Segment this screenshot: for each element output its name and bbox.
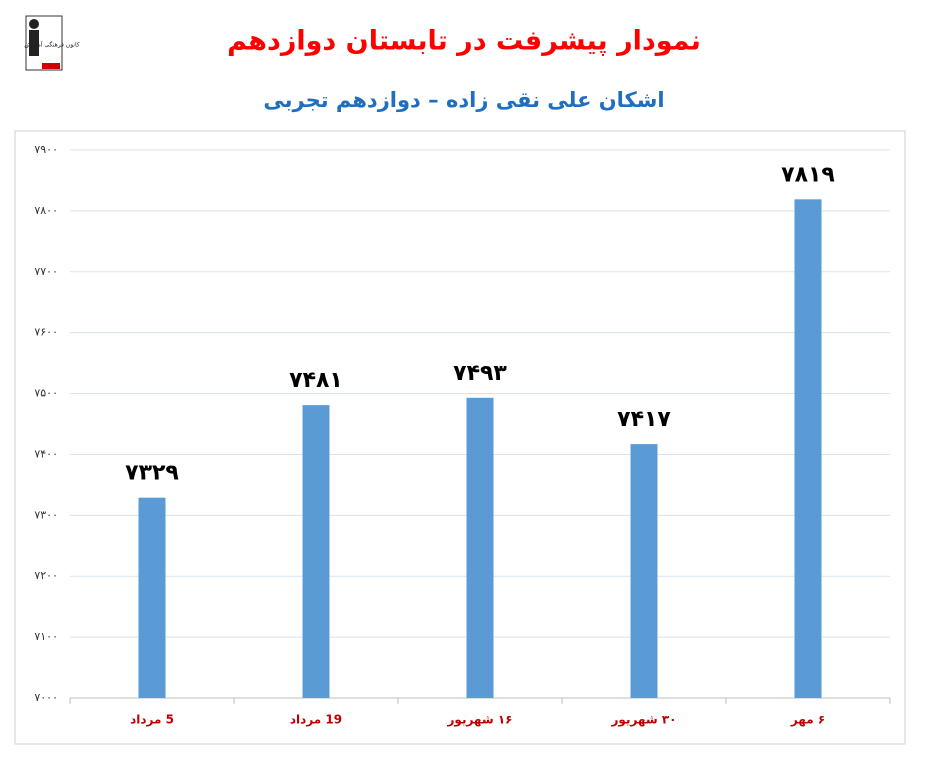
x-tick-label: ۱۶ شهریور [447, 713, 513, 728]
value-label: ۷۳۲۹ [125, 461, 179, 486]
x-tick-label: ۶ مهر [790, 713, 825, 727]
value-label: ۷۴۹۳ [453, 361, 507, 386]
y-tick-label: ۷۷۰۰ [34, 265, 58, 278]
value-label: ۷۴۸۱ [289, 368, 343, 393]
x-tick-label: 19 مرداد [290, 713, 342, 727]
y-tick-label: ۷۴۰۰ [34, 447, 58, 460]
y-tick-label: ۷۸۰۰ [34, 204, 58, 217]
bar [138, 497, 166, 698]
logo: کانون فرهنگی آموزش [24, 15, 80, 71]
chart-subtitle: اشکان علی نقی زاده – دوازدهم تجربی [263, 88, 664, 112]
bar [302, 405, 330, 698]
y-tick-label: ۷۲۰۰ [34, 569, 58, 582]
value-label: ۷۴۱۷ [617, 407, 671, 432]
y-tick-label: ۷۱۰۰ [34, 630, 58, 643]
bar [630, 444, 658, 698]
y-tick-label: ۷۶۰۰ [34, 326, 58, 339]
value-label: ۷۸۱۹ [781, 162, 835, 187]
chart-title: نمودار پیشرفت در تابستان دوازدهم [227, 26, 701, 57]
y-tick-label: ۷۰۰۰ [34, 691, 58, 704]
y-tick-label: ۷۳۰۰ [34, 508, 58, 521]
y-tick-label: ۷۹۰۰ [34, 143, 58, 156]
bar [466, 397, 494, 698]
x-tick-label: ۳۰ شهریور [611, 713, 677, 728]
logo-text: کانون فرهنگی آموزش [24, 40, 79, 49]
x-tick-label: 5 مرداد [130, 713, 174, 727]
chart-frame [14, 130, 906, 745]
bar [794, 199, 822, 698]
y-tick-label: ۷۵۰۰ [34, 387, 58, 400]
